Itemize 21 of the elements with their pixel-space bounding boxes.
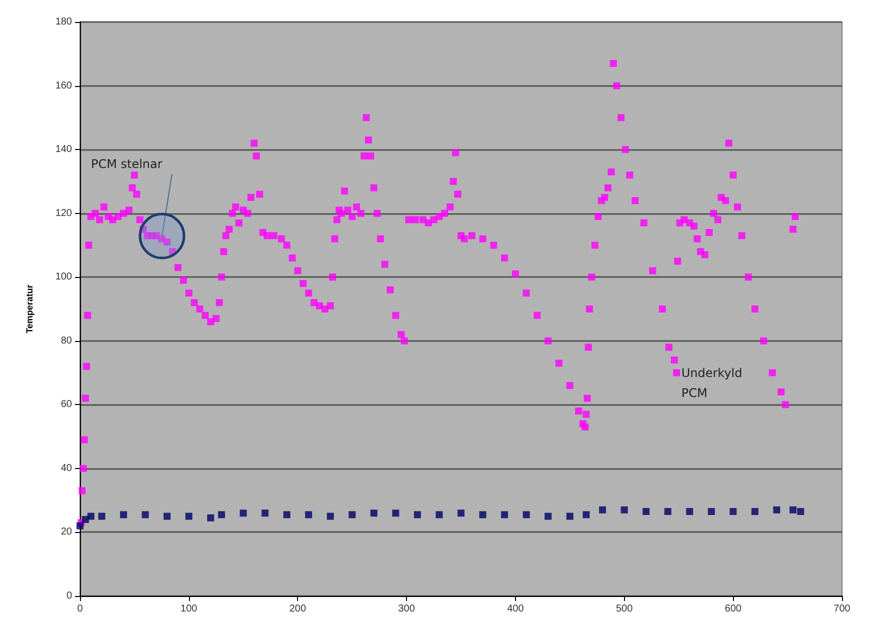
annotation: Underkyld PCM: [681, 364, 742, 402]
x-tick-label: 600: [724, 604, 742, 614]
y-tick-label: 40: [60, 462, 72, 474]
x-tick-label: 300: [398, 604, 416, 614]
y-tick-label: 60: [60, 399, 72, 410]
y-tick-label: 80: [60, 335, 72, 346]
y-tick-label: 140: [55, 144, 72, 156]
x-tick-label: 500: [616, 604, 634, 614]
x-tick-label: 100: [180, 604, 198, 614]
y-tick-label: 100: [55, 272, 72, 283]
x-tick-label: 700: [834, 604, 851, 614]
y-tick-label: 160: [55, 80, 72, 92]
y-tick-label: 180: [55, 16, 72, 28]
x-tick-label: 400: [507, 604, 524, 614]
y-tick-label: 20: [60, 526, 72, 538]
x-tick-label: 0: [77, 604, 84, 614]
y-tick-label: 120: [55, 208, 72, 219]
y-tick-label: 0: [66, 590, 72, 602]
x-tick-label: 200: [289, 604, 306, 614]
annotation: PCM stelnar: [90, 156, 162, 173]
y-axis-title: Temperatur: [24, 284, 34, 334]
